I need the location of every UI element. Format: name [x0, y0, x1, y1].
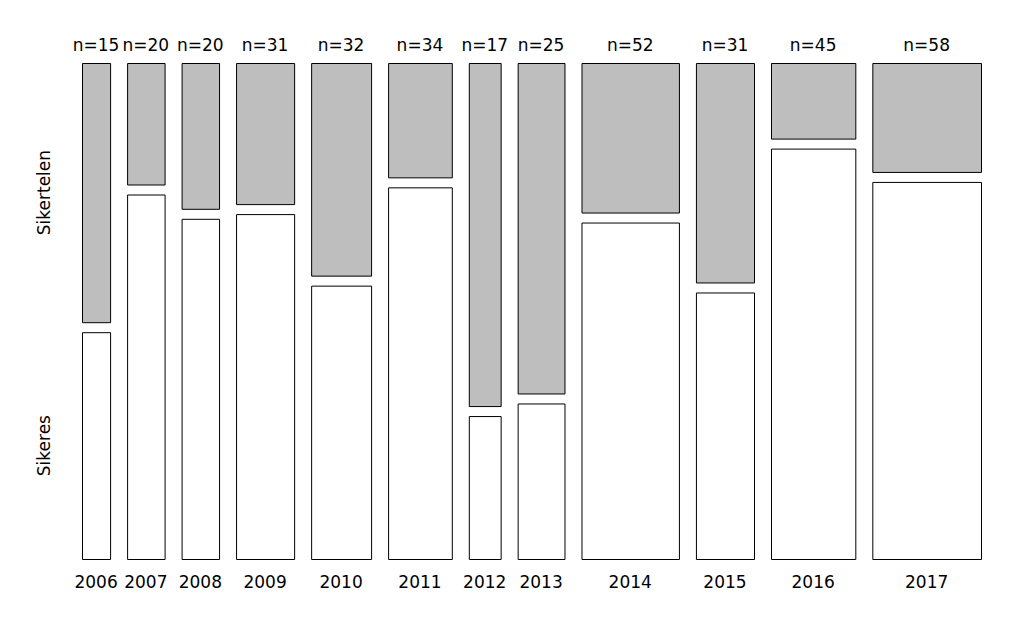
- svg-text:Sikertelen: Sikertelen: [34, 150, 54, 235]
- svg-text:n=52: n=52: [607, 35, 654, 55]
- svg-text:2009: 2009: [243, 572, 286, 592]
- svg-text:n=34: n=34: [397, 35, 444, 55]
- svg-text:n=20: n=20: [123, 35, 170, 55]
- svg-text:2011: 2011: [398, 572, 441, 592]
- svg-text:2008: 2008: [179, 572, 222, 592]
- svg-text:n=58: n=58: [903, 35, 950, 55]
- svg-text:2012: 2012: [463, 572, 506, 592]
- svg-text:n=45: n=45: [790, 35, 837, 55]
- svg-text:2013: 2013: [519, 572, 562, 592]
- svg-text:n=15: n=15: [73, 35, 120, 55]
- svg-text:n=31: n=31: [702, 35, 749, 55]
- svg-text:2015: 2015: [703, 572, 746, 592]
- svg-text:2006: 2006: [74, 572, 117, 592]
- svg-text:n=17: n=17: [461, 35, 508, 55]
- svg-text:Sikeres: Sikeres: [34, 415, 54, 476]
- svg-text:2014: 2014: [609, 572, 652, 592]
- svg-text:n=32: n=32: [318, 35, 365, 55]
- svg-text:2010: 2010: [319, 572, 362, 592]
- svg-text:n=31: n=31: [242, 35, 289, 55]
- svg-text:2016: 2016: [792, 572, 835, 592]
- svg-text:2017: 2017: [905, 572, 948, 592]
- svg-text:n=25: n=25: [518, 35, 565, 55]
- svg-text:n=20: n=20: [177, 35, 224, 55]
- svg-text:2007: 2007: [124, 572, 167, 592]
